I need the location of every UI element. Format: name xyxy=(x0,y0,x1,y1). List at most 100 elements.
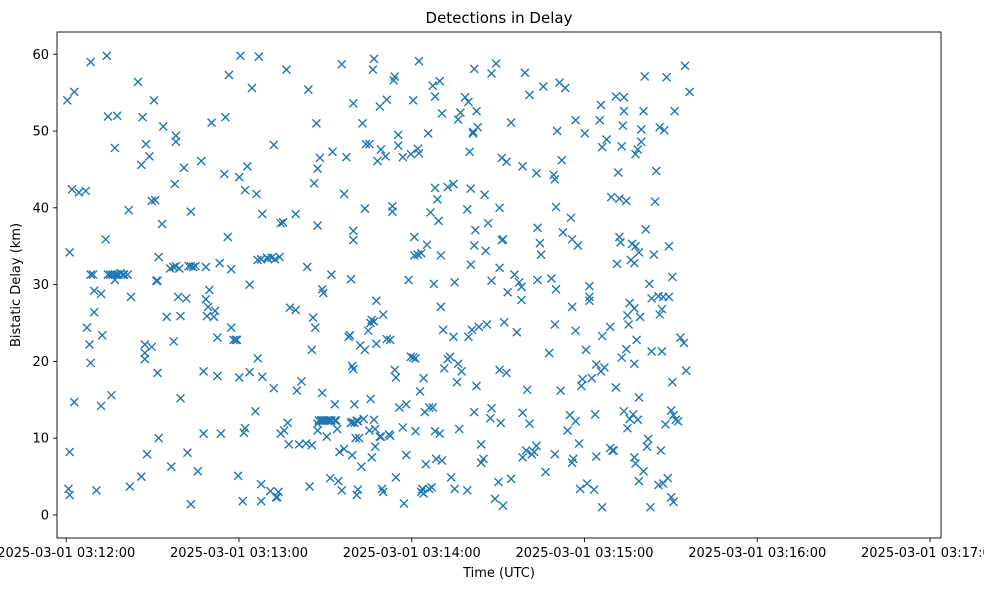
data-point xyxy=(491,58,501,68)
data-point xyxy=(468,128,478,138)
data-point xyxy=(476,439,486,449)
data-point xyxy=(359,414,369,424)
data-point xyxy=(313,164,323,174)
data-point xyxy=(404,275,414,285)
data-point xyxy=(110,270,120,280)
data-point xyxy=(347,450,357,460)
data-point xyxy=(142,449,152,459)
data-point xyxy=(655,122,665,132)
data-point xyxy=(348,364,358,374)
data-point xyxy=(550,320,560,330)
data-point xyxy=(434,216,444,226)
data-point xyxy=(636,137,646,147)
data-point xyxy=(576,381,586,391)
data-point xyxy=(596,100,606,110)
x-tick-label: 2025-03-01 03:13:00 xyxy=(170,546,308,561)
data-point xyxy=(449,332,458,342)
data-point xyxy=(370,442,380,452)
data-point xyxy=(629,359,639,369)
data-point xyxy=(212,371,222,381)
data-point xyxy=(305,482,315,492)
data-point xyxy=(363,326,373,336)
data-point xyxy=(207,118,217,128)
data-point xyxy=(65,490,75,500)
data-point xyxy=(138,112,148,122)
data-point xyxy=(254,52,264,62)
data-point xyxy=(633,415,643,425)
data-point xyxy=(680,61,690,71)
data-point xyxy=(166,462,176,472)
data-point xyxy=(257,209,267,219)
data-point xyxy=(495,203,505,213)
data-point xyxy=(595,115,605,125)
data-point xyxy=(276,218,286,228)
data-point xyxy=(584,296,594,306)
data-point xyxy=(62,95,72,105)
data-point xyxy=(510,270,520,280)
data-point xyxy=(271,492,281,502)
data-point xyxy=(512,327,522,337)
data-point xyxy=(283,418,293,428)
data-point xyxy=(560,83,570,93)
data-point xyxy=(210,306,220,316)
y-tick-label: 60 xyxy=(32,48,49,63)
data-point xyxy=(174,263,184,273)
data-point xyxy=(279,426,289,435)
data-point xyxy=(133,77,143,87)
data-point xyxy=(352,490,362,500)
data-point xyxy=(375,101,385,111)
data-point xyxy=(158,121,168,131)
data-point xyxy=(473,122,483,132)
data-point xyxy=(408,95,418,105)
data-point xyxy=(370,424,380,434)
data-point xyxy=(634,476,644,486)
data-point xyxy=(520,68,530,78)
data-point xyxy=(169,262,179,272)
data-point xyxy=(518,452,528,462)
data-point xyxy=(666,492,676,502)
data-point xyxy=(219,169,229,179)
data-point xyxy=(199,429,209,439)
data-point xyxy=(431,454,441,464)
data-point xyxy=(381,151,391,161)
data-point xyxy=(640,72,650,82)
data-point xyxy=(252,189,262,199)
data-point xyxy=(493,477,503,487)
data-point xyxy=(632,335,642,345)
data-point xyxy=(636,125,646,135)
data-point xyxy=(360,345,370,355)
data-point xyxy=(398,152,408,162)
data-point xyxy=(369,415,379,425)
data-point xyxy=(624,320,634,330)
data-point xyxy=(487,68,497,78)
data-point xyxy=(472,381,482,391)
data-point xyxy=(617,141,627,151)
data-point xyxy=(256,479,266,489)
data-point xyxy=(376,144,386,154)
data-point xyxy=(253,255,263,265)
data-point xyxy=(136,472,146,482)
data-point xyxy=(587,373,597,383)
data-point xyxy=(625,414,635,424)
data-point xyxy=(533,223,543,233)
data-point xyxy=(670,106,680,116)
data-point xyxy=(307,345,317,355)
data-point xyxy=(669,497,678,507)
data-point xyxy=(81,186,91,196)
data-point xyxy=(584,292,594,302)
data-point xyxy=(334,447,344,457)
data-point xyxy=(430,183,440,193)
data-point xyxy=(296,376,306,386)
data-point xyxy=(450,277,460,287)
data-point xyxy=(89,286,99,296)
data-point xyxy=(501,368,511,378)
data-point xyxy=(495,365,505,375)
data-point xyxy=(496,418,506,428)
data-point xyxy=(429,279,439,289)
data-point xyxy=(406,149,416,159)
data-point xyxy=(204,285,214,295)
data-point xyxy=(140,340,150,350)
data-point xyxy=(667,272,677,282)
data-point xyxy=(428,81,438,91)
y-tick-label: 10 xyxy=(32,432,49,447)
